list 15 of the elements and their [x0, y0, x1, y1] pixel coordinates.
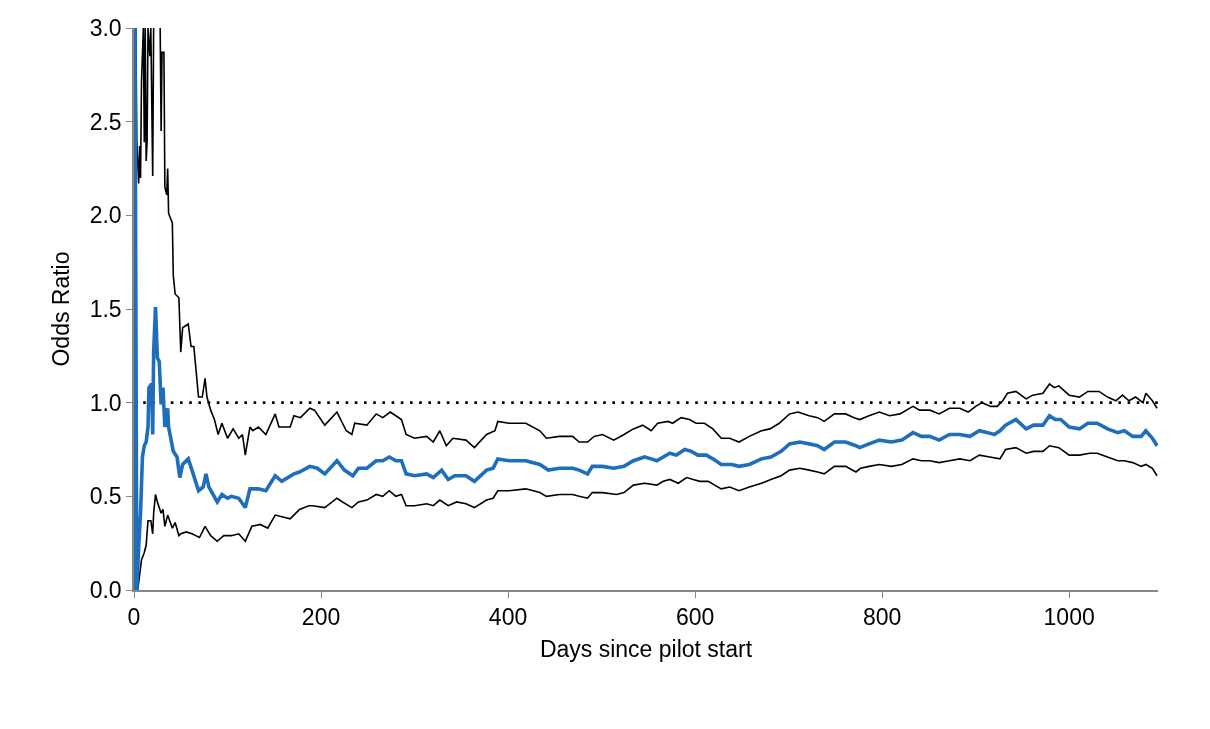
- x-axis-title: Days since pilot start: [539, 636, 753, 663]
- y-tick-label: 1.0: [89, 389, 122, 416]
- y-tick-label: 0.0: [89, 577, 122, 604]
- x-tick-label: 600: [675, 604, 715, 631]
- y-tick-label: 0.5: [89, 483, 122, 510]
- y-axis-title: Odds Ratio: [47, 251, 74, 367]
- x-tick-label: 800: [862, 604, 902, 631]
- x-tick-label: 400: [488, 604, 528, 631]
- x-tick-label: 0: [127, 604, 141, 631]
- x-tick-label: 1000: [1043, 604, 1095, 631]
- y-tick-label: 2.0: [89, 202, 122, 229]
- y-tick-label: 2.5: [89, 108, 122, 135]
- y-tick-label: 3.0: [89, 15, 122, 42]
- x-tick-label: 200: [301, 604, 341, 631]
- y-tick-label: 1.5: [89, 296, 122, 323]
